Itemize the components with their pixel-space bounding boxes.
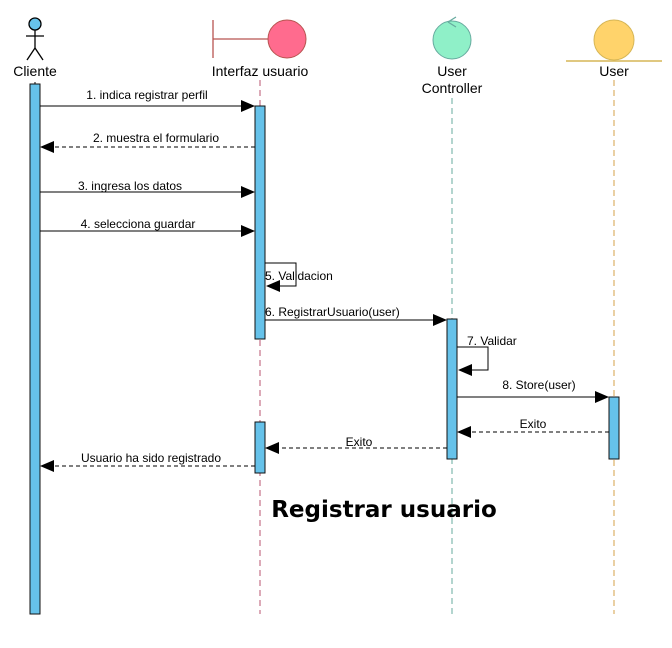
entity-icon [566, 19, 662, 62]
activation-user [608, 396, 620, 460]
activation-interfaz-1 [254, 105, 266, 340]
message-6-label: 6. RegistrarUsuario(user) [265, 305, 400, 319]
activation-cliente [29, 83, 41, 615]
activation-controller [446, 318, 458, 460]
actor-icon [26, 17, 44, 61]
participant-controller-label-line1: User [437, 63, 467, 79]
participant-cliente-label: Cliente [13, 63, 57, 79]
message-10-label: Exito [346, 435, 373, 449]
message-7-label: 7. Validar [467, 334, 517, 348]
message-5-label: 5. Validacion [265, 269, 333, 283]
boundary-icon [212, 19, 307, 59]
message-9-label: Exito [520, 417, 547, 431]
message-11-label: Usuario ha sido registrado [81, 451, 221, 465]
control-icon [432, 16, 472, 60]
message-8-label: 8. Store(user) [502, 378, 575, 392]
participant-controller-label-line2: Controller [422, 80, 483, 96]
message-4-label: 4. selecciona guardar [81, 217, 196, 231]
diagram-title: Registrar usuario [271, 497, 497, 523]
participant-interfaz-label: Interfaz usuario [212, 63, 309, 79]
message-1-label: 1. indica registrar perfil [86, 88, 207, 102]
message-2-label: 2. muestra el formulario [93, 131, 219, 145]
message-7-arrow [457, 346, 489, 376]
message-5-arrow [265, 262, 297, 292]
activation-interfaz-2 [254, 421, 266, 474]
message-3-label: 3. ingresa los datos [78, 179, 182, 193]
participant-user-label: User [599, 63, 629, 79]
